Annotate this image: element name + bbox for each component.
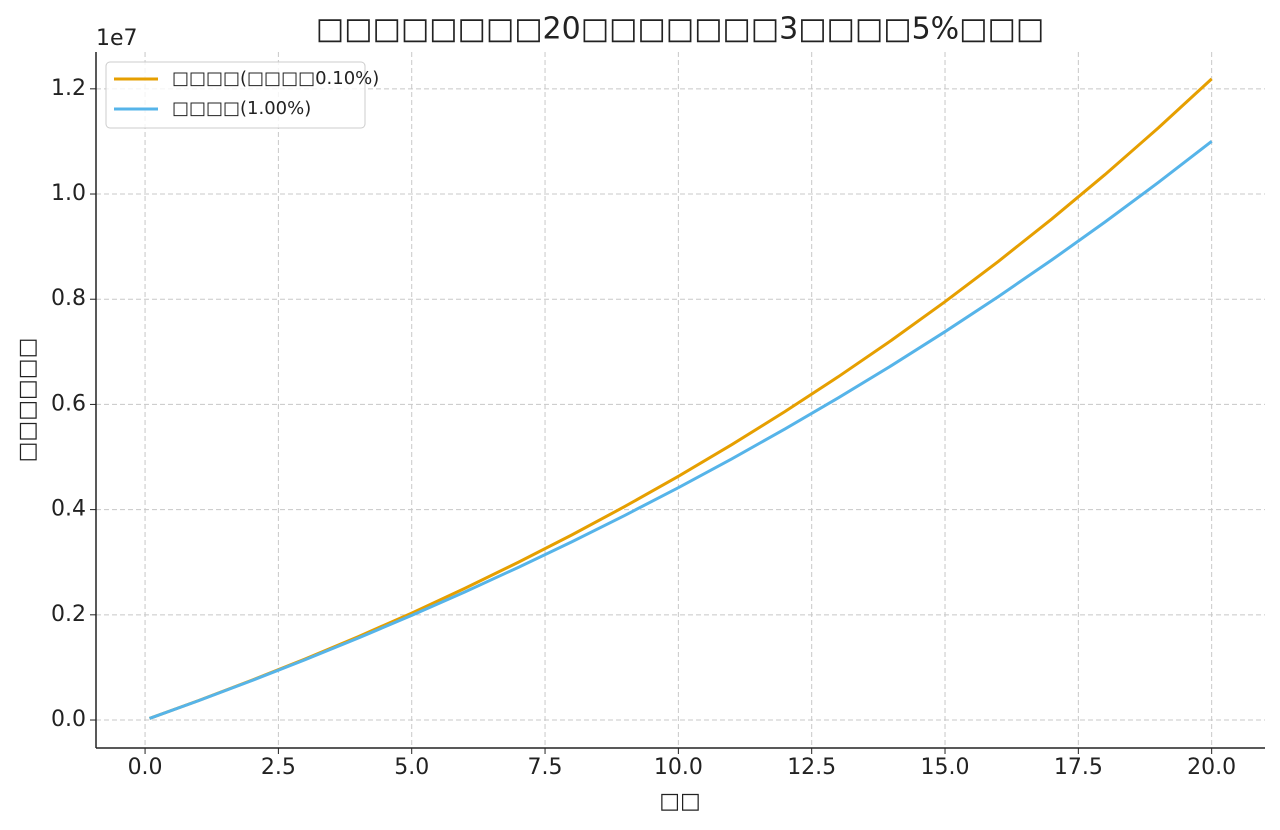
x-tick-label: 0.0	[128, 755, 163, 780]
x-tick-label: 5.0	[394, 755, 429, 780]
x-tick-label: 2.5	[261, 755, 296, 780]
line-series	[148, 77, 1213, 720]
x-tick-label: 12.5	[787, 755, 836, 780]
y-tick-label: 1.0	[51, 181, 86, 206]
x-tick-label: 7.5	[528, 755, 563, 780]
legend-label: □□□□(1.00%)	[172, 98, 311, 119]
legend-label: □□□□(□□□□0.10%)	[172, 68, 379, 89]
y-axis-label: □□□□□□	[15, 338, 40, 463]
x-tick-label: 10.0	[654, 755, 703, 780]
y-tick-label: 0.8	[51, 286, 86, 311]
legend-box	[105, 61, 366, 129]
x-tick-label: 15.0	[921, 755, 970, 780]
y-tick-label: 0.6	[51, 391, 86, 416]
x-axis-label: □□	[659, 789, 701, 814]
line-series	[148, 140, 1213, 720]
chart-title: □□□□□□□□20□□□□□□□3□□□□5%□□□	[316, 12, 1044, 47]
y-tick-label: 0.0	[51, 707, 86, 732]
x-tick-label: 20.0	[1187, 755, 1236, 780]
y-tick-label: 0.2	[51, 602, 86, 627]
x-tick-label: 17.5	[1054, 755, 1103, 780]
y-offset-text: 1e7	[96, 26, 138, 51]
y-tick-label: 0.4	[51, 497, 86, 522]
y-tick-label: 1.2	[51, 76, 86, 101]
